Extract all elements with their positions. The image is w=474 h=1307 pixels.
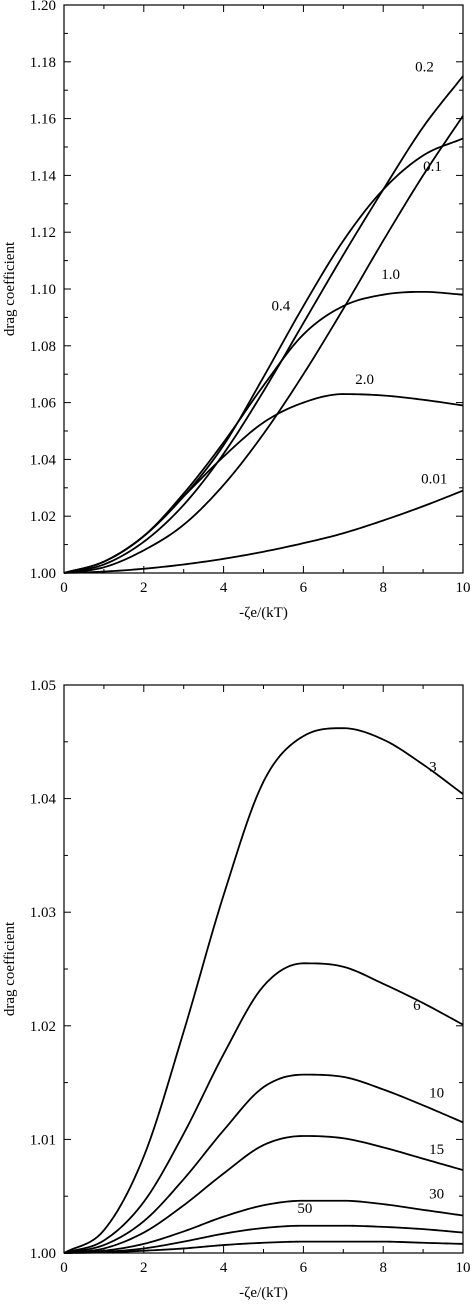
y-tick-label: 1.04	[30, 792, 57, 808]
y-tick-label: 1.08	[30, 339, 56, 355]
x-axis-label: -ζe/(kT)	[239, 605, 288, 621]
x-tick-label: 10	[456, 1260, 471, 1276]
series-line-0.4	[63, 137, 464, 574]
y-tick-label: 1.00	[30, 1246, 56, 1262]
series-label: 15	[429, 1142, 444, 1158]
y-tick-label: 1.16	[30, 112, 57, 128]
y-tick-label: 1.20	[30, 0, 56, 14]
chart-panel-1: 0 2 4 6 8 10 1.00 1.02 1.04 1.06 1.08 1.10 1.12 1.14 1…	[2, 0, 471, 621]
series-line-50	[63, 1224, 464, 1254]
series-line-15	[63, 1135, 464, 1254]
y-tick-label: 1.02	[30, 1019, 56, 1035]
y-tick-label: 1.14	[30, 168, 57, 184]
y-tick-label: 1.18	[30, 55, 56, 71]
x-tick-label: 8	[379, 1260, 387, 1276]
x-tick-label: 2	[140, 580, 148, 596]
series-line-3	[63, 727, 464, 1254]
y-axis-label: drag coefficient	[2, 921, 18, 1016]
x-tick-label: 2	[140, 1260, 148, 1276]
series-label: 0.1	[423, 159, 442, 175]
x-tick-label: 0	[60, 1260, 68, 1276]
x-tick-label: 0	[60, 580, 68, 596]
plot-frame	[63, 684, 464, 1254]
x-tick-label: 4	[220, 580, 228, 596]
series-line-0.1	[63, 115, 464, 574]
plot-frame	[63, 4, 464, 574]
x-tick-label: 8	[379, 580, 387, 596]
series-label: 0.2	[415, 60, 434, 76]
series-label: 10	[429, 1085, 444, 1101]
series-label: 3	[429, 759, 437, 775]
series-line-unlabeled-6	[63, 1240, 464, 1254]
x-tick-label: 4	[220, 1260, 228, 1276]
series-line-0.01	[63, 489, 464, 574]
y-tick-label: 1.02	[30, 509, 56, 525]
series-line-30	[63, 1199, 464, 1254]
y-axis-label: drag coefficient	[2, 241, 18, 336]
y-tick-label: 1.05	[30, 678, 56, 694]
y-tick-label: 1.12	[30, 225, 56, 241]
series-label: 1.0	[381, 267, 400, 283]
series-line-2.0	[63, 393, 464, 574]
y-tick-label: 1.03	[30, 905, 56, 921]
series-label: 0.4	[271, 298, 290, 314]
x-tick-label: 10	[456, 580, 471, 596]
series-line-10	[63, 1073, 464, 1254]
series-label: 30	[429, 1186, 444, 1202]
series-label: 0.01	[421, 472, 447, 488]
y-tick-label: 1.04	[30, 452, 57, 468]
series-label: 2.0	[355, 372, 374, 388]
series-line-6	[63, 962, 464, 1254]
chart-panel-2: 0 2 4 6 8 10 1.00 1.01 1.02 1.03 1.04 1.05 -ζe/(kT) d…	[2, 678, 471, 1301]
x-tick-label: 6	[300, 580, 308, 596]
y-tick-label: 1.10	[30, 282, 56, 298]
y-tick-label: 1.01	[30, 1132, 56, 1148]
series-label: 6	[413, 998, 421, 1014]
series-line-0.2	[63, 75, 464, 574]
x-tick-label: 6	[300, 1260, 308, 1276]
x-axis-label: -ζe/(kT)	[239, 1285, 288, 1301]
y-tick-label: 1.06	[30, 396, 57, 412]
series-label: 50	[297, 1201, 312, 1217]
y-tick-label: 1.00	[30, 566, 56, 582]
